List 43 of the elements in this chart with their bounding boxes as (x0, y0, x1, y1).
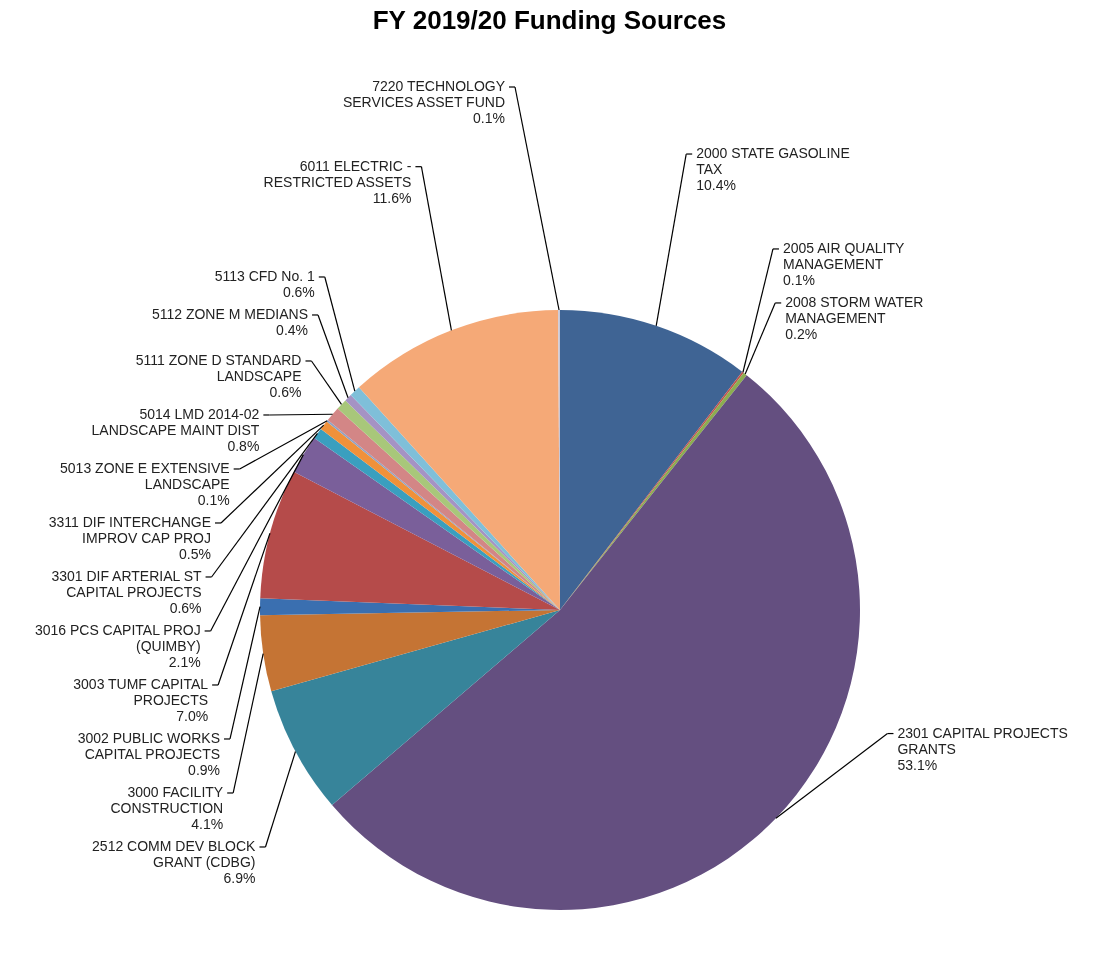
data-label: 0.1% (197, 491, 230, 508)
pie-slice (271, 610, 560, 806)
data-label: 6.9% (223, 869, 256, 886)
slice-label: 6011 ELECTRIC - RESTRICTED ASSETS (263, 157, 412, 190)
data-label: 0.6% (169, 599, 202, 616)
data-label: 0.1% (782, 271, 815, 288)
slice-label: 2005 AIR QUALITY MANAGEMENT (782, 239, 906, 272)
data-label: 7.0% (176, 707, 209, 724)
pie-slice (260, 610, 560, 692)
data-label: 0.6% (282, 283, 315, 300)
data-label: 0.1% (473, 110, 505, 126)
slice-label: 5013 ZONE E EXTENSIVE LANDSCAPE (60, 459, 230, 492)
slice-label: 2301 CAPITAL PROJECTS GRANTS (897, 724, 1068, 757)
slice-label: 2008 STORM WATER MANAGEMENT (785, 293, 924, 326)
slice-label: 5111 ZONE D STANDARD LANDSCAPE (135, 351, 302, 384)
slice-label: 3301 DIF ARTERIAL ST CAPITAL PROJECTS (51, 567, 203, 600)
pie-slice (260, 471, 560, 610)
data-label: 0.4% (276, 321, 309, 338)
slice-label: 3002 PUBLIC WORKS CAPITAL PROJECTS (77, 729, 221, 762)
data-label: 0.8% (227, 437, 260, 454)
data-label: 11.6% (372, 189, 412, 206)
slice-label: 7220 TECHNOLOGY SERVICES ASSET FUND (342, 78, 506, 110)
slice-label: 2000 STATE GASOLINE TAX (696, 145, 850, 178)
data-label: 2.1% (168, 653, 201, 670)
pie-slice (560, 310, 743, 610)
data-label: 4.1% (191, 815, 224, 832)
data-label: 0.2% (785, 325, 818, 342)
data-label: 0.9% (188, 761, 221, 778)
slice-label: 2512 COMM DEV BLOCK GRANT (CDBG) (92, 837, 257, 870)
pie-slice (332, 375, 860, 910)
slice-label: 3000 FACILITY CONSTRUCTION (110, 783, 224, 816)
slice-label: 5014 LMD 2014-02 LANDSCAPE MAINT DIST (91, 405, 260, 438)
slice-label: 3003 TUMF CAPITAL PROJECTS (73, 675, 209, 708)
slice-label: 5113 CFD No. 1 (214, 267, 316, 284)
slice-label: 3311 DIF INTERCHANGE IMPROV CAP PROJ (48, 513, 211, 546)
data-label: 10.4% (696, 177, 736, 194)
pie-slice (358, 310, 560, 610)
data-label: 0.6% (269, 383, 302, 400)
slice-label: 5112 ZONE M MEDIANS (151, 305, 309, 322)
data-label: 0.5% (179, 545, 211, 562)
data-label: 53.1% (897, 756, 938, 773)
slice-label: 3016 PCS CAPITAL PROJ (QUIMBY) (34, 621, 201, 654)
chart-title: FY 2019/20 Funding Sources (372, 5, 727, 35)
